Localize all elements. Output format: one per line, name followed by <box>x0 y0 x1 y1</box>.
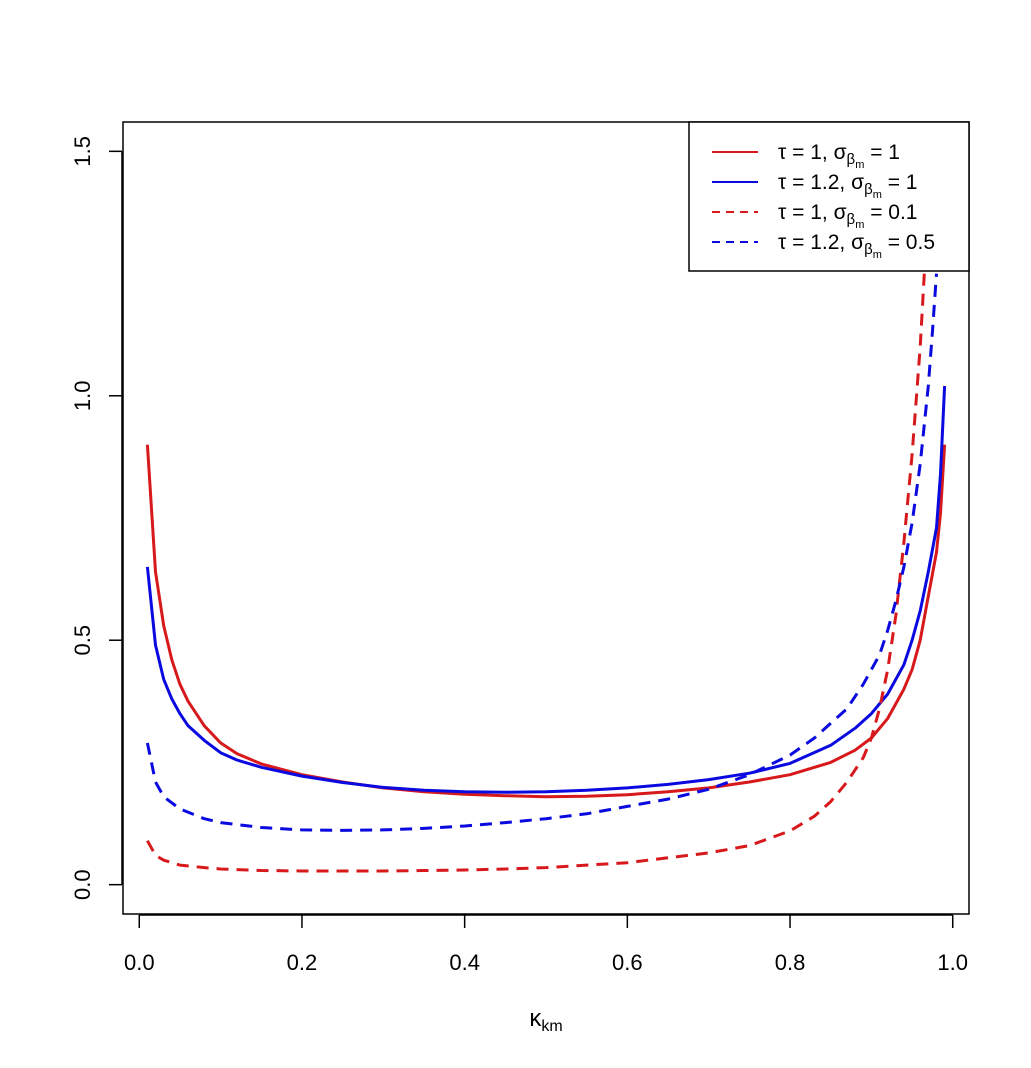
x-tick-label: 0.6 <box>612 950 643 975</box>
y-axis: 0.0 0.5 1.0 1.5 <box>70 136 123 900</box>
series-line-2 <box>145 385 947 794</box>
series-line-3 <box>146 219 930 873</box>
y-tick-label: 1.0 <box>70 380 95 411</box>
x-axis: 0.0 0.2 0.4 0.6 0.8 1.0 <box>124 914 968 975</box>
y-tick-label: 0.0 <box>70 869 95 900</box>
x-axis-title-subscript: km <box>541 1018 562 1035</box>
legend-label-4: τ = 1.2, σβm = 0.5 <box>778 231 935 261</box>
plot-frame <box>122 121 970 915</box>
legend-label-1: τ = 1, σβm = 1 <box>778 141 900 171</box>
x-tick-label: 1.0 <box>937 950 968 975</box>
x-tick-label: 0.0 <box>124 950 155 975</box>
legend: τ = 1, σβm = 1τ = 1.2, σβm = 1τ = 1, σβm… <box>688 121 970 272</box>
series-line-1 <box>145 444 947 799</box>
legend-label-3: τ = 1, σβm = 0.1 <box>778 201 918 231</box>
legend-box <box>688 121 970 272</box>
x-tick-label: 0.4 <box>449 950 480 975</box>
legend-label-2: τ = 1.2, σβm = 1 <box>778 171 918 201</box>
x-tick-label: 0.8 <box>775 950 806 975</box>
series-line-4 <box>145 273 938 832</box>
x-axis-title: κkm <box>529 1005 562 1035</box>
y-tick-label: 0.5 <box>70 625 95 656</box>
y-tick-label: 1.5 <box>70 136 95 167</box>
series-layer <box>145 219 947 873</box>
x-tick-label: 0.2 <box>287 950 318 975</box>
